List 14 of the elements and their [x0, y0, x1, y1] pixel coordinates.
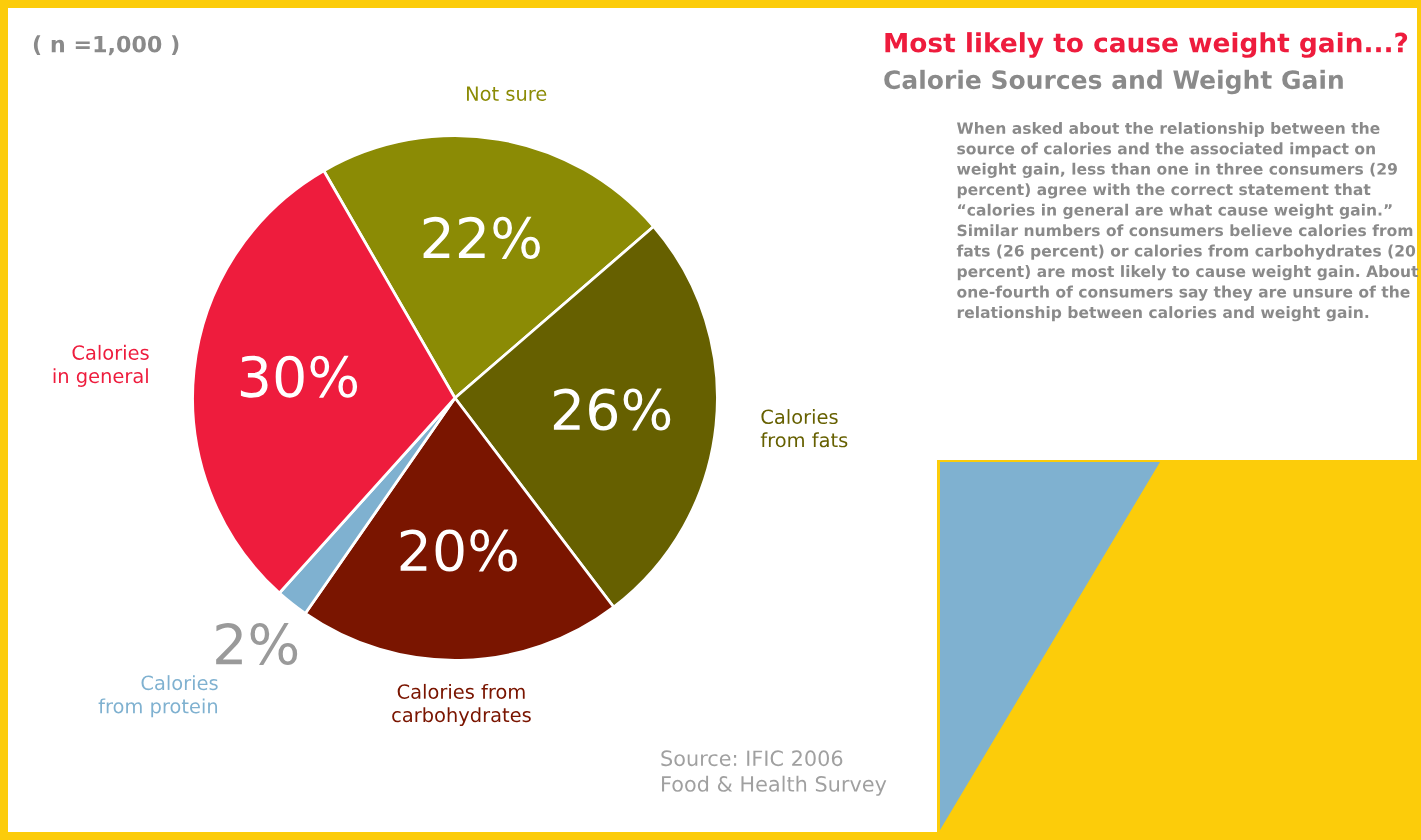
text: Most likely to cause weight gain...?: [885, 32, 1408, 58]
slice-label: Calories from fats: [760, 409, 848, 448]
text: Calorie Sources and Weight Gain: [884, 69, 1343, 95]
data-label: 26%: [553, 388, 671, 431]
data-label: 20%: [400, 529, 517, 572]
text: ( n =1,000 ): [33, 35, 179, 56]
data-label: 30%: [240, 355, 358, 398]
slice-label: Calories from protein: [98, 675, 218, 718]
data-label: 22%: [423, 216, 540, 259]
slice-label: Calories from carbohydrates: [392, 683, 531, 726]
slice-label: Calories in general: [53, 344, 149, 387]
slice-label: Not sure: [467, 86, 547, 101]
data-label: 2%: [216, 622, 298, 665]
source-note: Source: IFIC 2006 Food & Health Survey: [661, 750, 887, 796]
